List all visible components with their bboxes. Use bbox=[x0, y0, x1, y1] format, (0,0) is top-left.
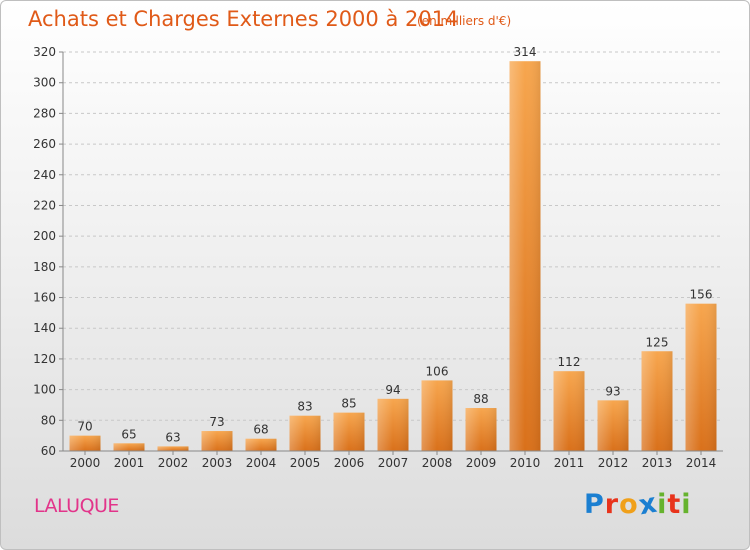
x-tick-label: 2001 bbox=[114, 456, 145, 470]
y-tick-label: 100 bbox=[33, 383, 56, 397]
bars: 70 65 63 73 68 83 85 94 106 88 314 112 93 125 156 bbox=[69, 45, 717, 451]
bar-highlight bbox=[201, 431, 233, 451]
bar-highlight bbox=[597, 400, 629, 451]
y-tick-label: 80 bbox=[41, 413, 56, 427]
x-tick-label: 2004 bbox=[246, 456, 277, 470]
bar-highlight bbox=[685, 303, 717, 451]
data-label: 63 bbox=[165, 430, 180, 444]
y-tick-label: 220 bbox=[33, 198, 56, 212]
x-tick-label: 2011 bbox=[554, 456, 585, 470]
bar-highlight bbox=[465, 408, 497, 451]
y-tick-label: 60 bbox=[41, 444, 56, 458]
x-axis: 2000 2001 2002 2003 2004 2005 2006 2007 2008 2009… bbox=[63, 450, 723, 470]
x-tick-label: 2013 bbox=[642, 456, 673, 470]
logo-letter: r bbox=[604, 489, 620, 520]
data-label: 83 bbox=[297, 400, 312, 414]
y-tick-label: 120 bbox=[33, 352, 56, 366]
data-label: 93 bbox=[605, 384, 620, 398]
x-tick-label: 2006 bbox=[334, 456, 365, 470]
y-tick-label: 260 bbox=[33, 137, 56, 151]
data-label: 88 bbox=[473, 392, 488, 406]
x-tick-label: 2008 bbox=[422, 456, 453, 470]
y-tick-label: 320 bbox=[33, 45, 56, 59]
logo-letter: t bbox=[667, 489, 682, 520]
y-tick-label: 240 bbox=[33, 168, 56, 182]
x-tick-label: 2003 bbox=[202, 456, 233, 470]
bar-highlight bbox=[113, 443, 145, 451]
y-tick-label: 300 bbox=[33, 76, 56, 90]
logo-letter: i bbox=[657, 489, 668, 520]
bar-highlight bbox=[641, 351, 673, 451]
y-tick-label: 180 bbox=[33, 260, 56, 274]
bar-highlight bbox=[509, 61, 541, 451]
data-label: 125 bbox=[646, 335, 669, 349]
chart-subtitle: (en milliers d'€) bbox=[417, 14, 512, 28]
data-label: 314 bbox=[514, 45, 537, 59]
x-tick-label: 2012 bbox=[598, 456, 629, 470]
x-tick-label: 2009 bbox=[466, 456, 497, 470]
bar-highlight bbox=[333, 412, 365, 451]
y-tick-label: 280 bbox=[33, 106, 56, 120]
logo-letter: i bbox=[681, 489, 692, 520]
x-tick-label: 2002 bbox=[158, 456, 189, 470]
data-label: 85 bbox=[341, 397, 356, 411]
data-label: 156 bbox=[690, 288, 713, 302]
bar-highlight bbox=[421, 380, 453, 451]
x-tick-label: 2010 bbox=[510, 456, 541, 470]
proxiti-logo: Proxiti bbox=[584, 488, 692, 522]
y-tick-label: 140 bbox=[33, 321, 56, 335]
bar-highlight bbox=[289, 415, 321, 451]
data-label: 68 bbox=[253, 423, 268, 437]
x-tick-label: 2000 bbox=[70, 456, 101, 470]
y-axis: 60 80 100 120 140 160 180 200 220 240 260 280 300 320 bbox=[33, 45, 64, 458]
y-tick-label: 160 bbox=[33, 291, 56, 305]
data-label: 106 bbox=[426, 364, 449, 378]
x-tick-label: 2007 bbox=[378, 456, 409, 470]
data-label: 70 bbox=[77, 420, 92, 434]
bar-highlight bbox=[157, 446, 189, 451]
y-tick-label: 200 bbox=[33, 229, 56, 243]
commune-name: LALUQUE bbox=[34, 495, 119, 517]
bar-highlight bbox=[553, 371, 585, 451]
chart-title: Achats et Charges Externes 2000 à 2014 bbox=[28, 7, 459, 31]
data-label: 73 bbox=[209, 415, 224, 429]
bar-highlight bbox=[69, 435, 101, 451]
x-tick-label: 2014 bbox=[686, 456, 717, 470]
data-label: 112 bbox=[558, 355, 581, 369]
x-tick-label: 2005 bbox=[290, 456, 321, 470]
logo-letter: o bbox=[619, 489, 639, 520]
bar-highlight bbox=[245, 438, 277, 451]
data-label: 94 bbox=[385, 383, 400, 397]
bar-highlight bbox=[377, 398, 409, 451]
data-label: 65 bbox=[121, 427, 136, 441]
logo-letter: P bbox=[584, 489, 605, 520]
